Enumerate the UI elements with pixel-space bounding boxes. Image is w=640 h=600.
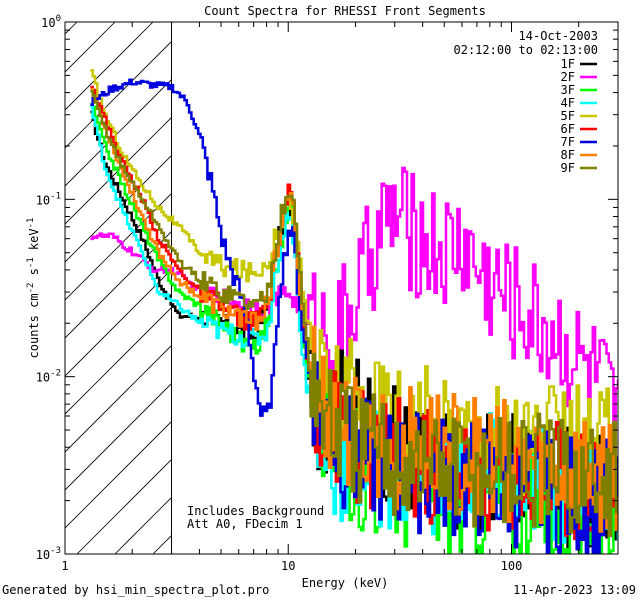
date-label: 14-Oct-2003 [519, 29, 598, 43]
chart-title: Count Spectra for RHESSI Front Segments [204, 4, 486, 18]
legend-label-7F: 7F [561, 135, 575, 149]
legend-label-9F: 9F [561, 161, 575, 175]
y-tick-label: 100 [41, 14, 61, 30]
hatch-line [65, 230, 172, 339]
generated-by-text: Generated by hsi_min_spectra_plot.pro [2, 583, 269, 597]
y-tick-label: 10-1 [36, 191, 61, 207]
series-line-2F [90, 166, 618, 432]
hatch-line [65, 382, 172, 491]
time-range-label: 02:12:00 to 02:13:00 [454, 43, 599, 57]
hatch-line [65, 268, 172, 377]
legend-label-2F: 2F [561, 70, 575, 84]
series-layer [90, 69, 618, 554]
hatch-line [65, 78, 172, 187]
legend-label-4F: 4F [561, 96, 575, 110]
x-tick-label: 100 [501, 559, 523, 573]
legend-label-6F: 6F [561, 122, 575, 136]
timestamp-text: 11-Apr-2023 13:09 [513, 583, 636, 597]
plot-frame [64, 21, 619, 555]
series-line-9F [90, 90, 618, 538]
hatch-line [76, 458, 172, 554]
hatch-line [65, 420, 172, 529]
legend-label-8F: 8F [561, 148, 575, 162]
annotation-background: Includes Background [187, 504, 324, 518]
series-line-8F [90, 87, 618, 533]
legend-label-5F: 5F [561, 109, 575, 123]
x-tick-label: 10 [281, 559, 295, 573]
y-axis: 10-3 10-2 10-1 100 [36, 14, 618, 562]
x-tick-label: 1 [61, 559, 68, 573]
y-tick-label: 10-3 [36, 546, 61, 562]
hatch-line [65, 192, 172, 301]
y-tick-label: 10-2 [36, 369, 61, 385]
x-axis: 1 10 100 [61, 22, 619, 573]
legend-label-1F: 1F [561, 57, 575, 71]
y-axis-label: counts cm-2 s-1 keV-1 [26, 218, 41, 359]
series-line-7F [90, 78, 618, 554]
x-axis-label: Energy (keV) [302, 576, 389, 590]
legend-label-3F: 3F [561, 83, 575, 97]
annotation-attenuator: Att A0, FDecim 1 [187, 517, 303, 531]
